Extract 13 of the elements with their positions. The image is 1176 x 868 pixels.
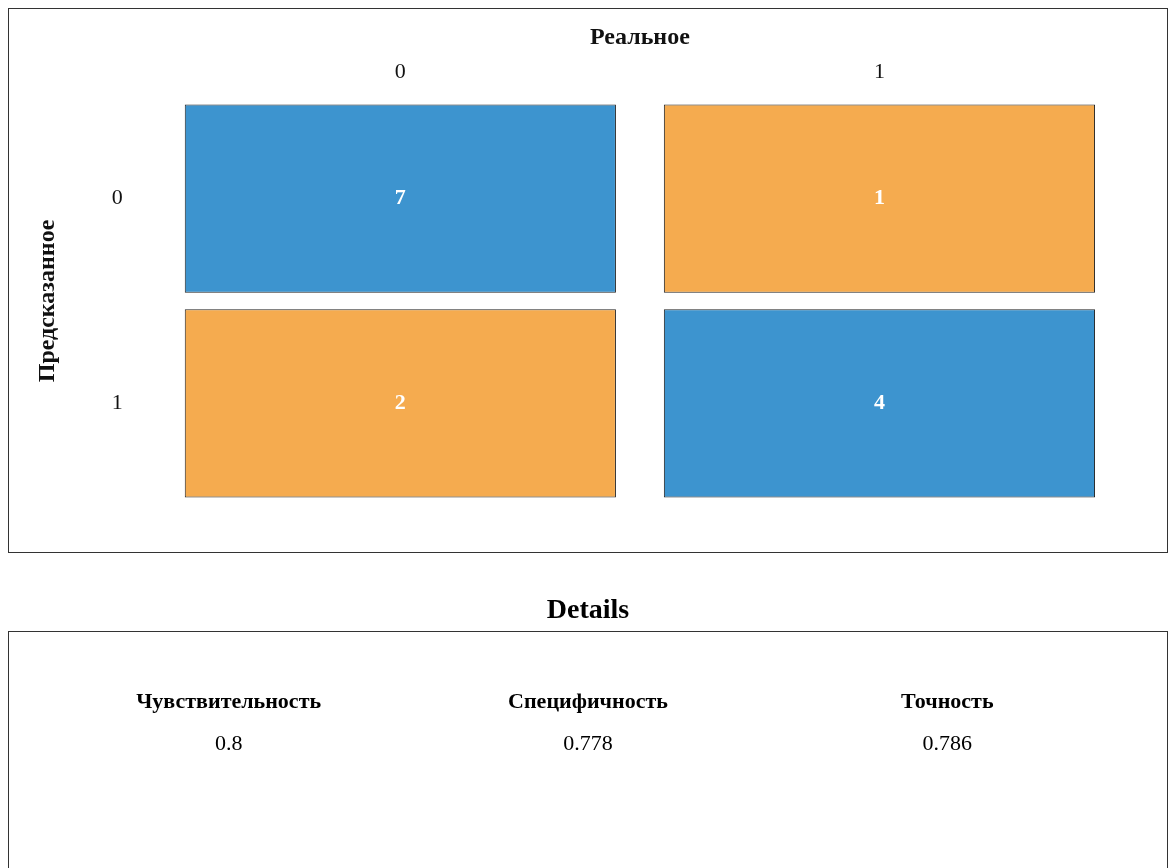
text: Details	[545, 593, 631, 625]
data-label: 1	[873, 184, 885, 210]
data-label: 4	[873, 389, 885, 415]
data-label: 2	[394, 389, 406, 415]
data-label: 0.786	[921, 730, 974, 756]
category-label: Чувствительность	[135, 688, 323, 714]
data-label: 0.8	[213, 730, 244, 756]
data-label: 7	[394, 184, 406, 210]
data-label: 0.778	[562, 730, 614, 756]
category-label: Точность	[900, 688, 995, 714]
category-label: Специфичность	[507, 688, 669, 714]
y-axis-title: Предсказанное	[32, 219, 59, 383]
x-axis-title: Реальное	[589, 22, 691, 49]
